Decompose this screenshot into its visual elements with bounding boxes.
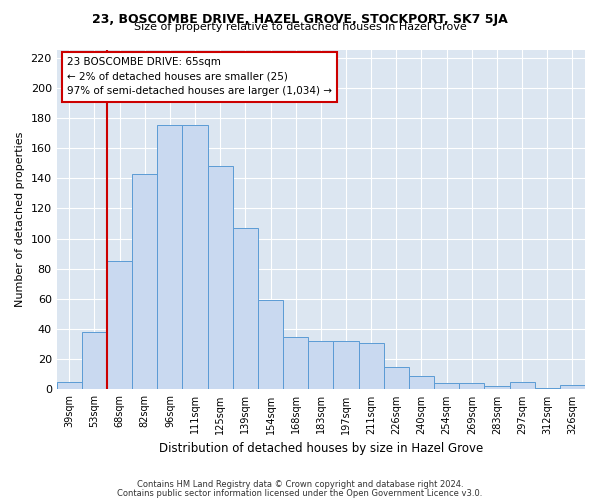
X-axis label: Distribution of detached houses by size in Hazel Grove: Distribution of detached houses by size … [159,442,483,455]
Text: Size of property relative to detached houses in Hazel Grove: Size of property relative to detached ho… [134,22,466,32]
Bar [308,341,334,390]
Bar [132,174,157,390]
Bar [233,228,258,390]
Text: Contains public sector information licensed under the Open Government Licence v3: Contains public sector information licen… [118,488,482,498]
Bar [56,382,82,390]
Bar [208,166,233,390]
Bar [283,336,308,390]
Bar [459,384,484,390]
Bar [509,382,535,390]
Bar [384,367,409,390]
Bar [535,388,560,390]
Bar [107,261,132,390]
Bar [560,385,585,390]
Text: 23 BOSCOMBE DRIVE: 65sqm
← 2% of detached houses are smaller (25)
97% of semi-de: 23 BOSCOMBE DRIVE: 65sqm ← 2% of detache… [67,57,332,96]
Bar [258,300,283,390]
Bar [434,384,459,390]
Bar [409,376,434,390]
Text: 23, BOSCOMBE DRIVE, HAZEL GROVE, STOCKPORT, SK7 5JA: 23, BOSCOMBE DRIVE, HAZEL GROVE, STOCKPO… [92,12,508,26]
Bar [484,386,509,390]
Bar [182,126,208,390]
Text: Contains HM Land Registry data © Crown copyright and database right 2024.: Contains HM Land Registry data © Crown c… [137,480,463,489]
Y-axis label: Number of detached properties: Number of detached properties [15,132,25,308]
Bar [359,342,384,390]
Bar [82,332,107,390]
Bar [334,341,359,390]
Bar [157,126,182,390]
